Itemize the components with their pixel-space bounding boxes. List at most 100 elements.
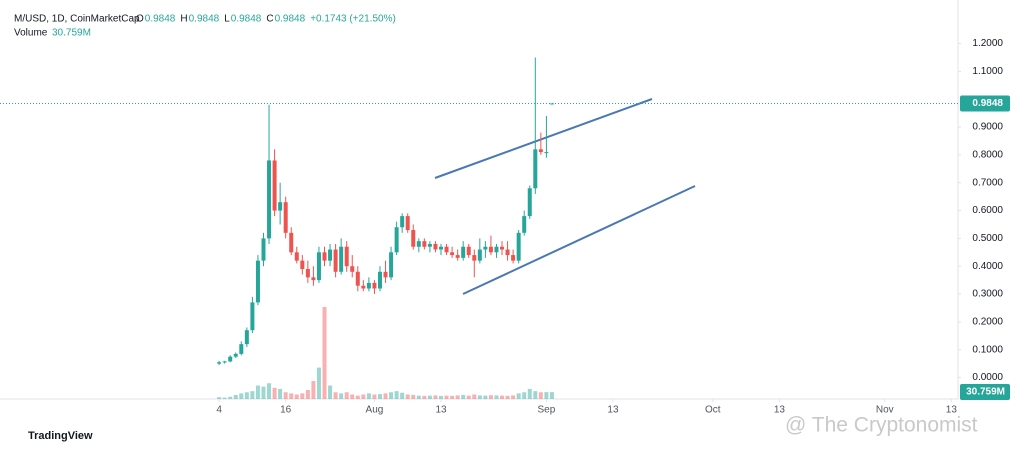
candle-body bbox=[405, 216, 410, 231]
y-tick-label: 0.0000 bbox=[972, 372, 1003, 383]
y-tick-label: 0.8000 bbox=[972, 150, 1003, 161]
volume-bar bbox=[272, 387, 277, 399]
x-tick-label: Sep bbox=[537, 405, 555, 416]
volume-bar bbox=[538, 392, 543, 399]
volume-bar bbox=[322, 307, 327, 399]
y-tick-label: 0.4000 bbox=[972, 261, 1003, 272]
y-tick-label: 0.9000 bbox=[972, 122, 1003, 133]
volume-label-box bbox=[960, 384, 1010, 400]
candle-body bbox=[272, 160, 277, 211]
volume-bar bbox=[433, 395, 438, 399]
candle-body bbox=[333, 249, 338, 272]
branding: TradingView bbox=[28, 430, 93, 442]
volume-bar bbox=[300, 393, 305, 399]
x-tick-label: 4 bbox=[216, 405, 222, 416]
volume-bar bbox=[283, 392, 288, 399]
volume-bar bbox=[366, 393, 371, 399]
x-tick-label: 13 bbox=[946, 405, 958, 416]
y-tick-label: 0.7000 bbox=[972, 177, 1003, 188]
volume-bar bbox=[400, 392, 405, 399]
volume-bar bbox=[477, 395, 482, 399]
x-tick-label: Oct bbox=[705, 405, 721, 416]
y-tick-label: 1.1000 bbox=[972, 66, 1003, 77]
volume-bar bbox=[289, 393, 294, 399]
x-tick-label: Nov bbox=[876, 405, 894, 416]
volume-bar bbox=[488, 395, 493, 399]
volume-bar bbox=[377, 394, 382, 399]
symbol-title: M/USD, 1D, CoinMarketCap bbox=[14, 14, 140, 25]
candle-body bbox=[322, 252, 327, 261]
x-tick-label: 16 bbox=[280, 405, 292, 416]
price-label-box bbox=[960, 95, 1010, 112]
candle-body bbox=[549, 103, 554, 105]
volume-bar bbox=[527, 388, 532, 399]
candle-body bbox=[377, 271, 382, 289]
candle-body bbox=[305, 268, 310, 278]
candle-body bbox=[505, 249, 510, 256]
volume-bar bbox=[278, 388, 283, 399]
candle-body bbox=[411, 230, 416, 247]
candle-body bbox=[516, 232, 521, 261]
volume-bar bbox=[250, 391, 255, 399]
candle-body bbox=[366, 282, 371, 289]
candle-body bbox=[439, 246, 444, 250]
y-tick-label: 0.3000 bbox=[972, 289, 1003, 300]
candle-body bbox=[328, 249, 333, 261]
candle-body bbox=[433, 243, 438, 250]
candle-body bbox=[355, 271, 360, 286]
candle-body bbox=[500, 246, 505, 250]
volume-bar bbox=[394, 391, 399, 399]
candle-body bbox=[228, 356, 233, 362]
volume-bar bbox=[455, 395, 460, 399]
volume-bar bbox=[522, 392, 527, 399]
candle-body bbox=[533, 149, 538, 189]
volume-bar bbox=[267, 383, 272, 399]
volume-bar bbox=[511, 395, 516, 399]
volume-bar bbox=[255, 385, 260, 399]
volume-bar bbox=[411, 394, 416, 399]
change: +0.1743 (+21.50%) bbox=[310, 14, 396, 25]
volume-bar bbox=[244, 392, 249, 399]
volume-value: 30.759M bbox=[52, 28, 91, 39]
volume-bar bbox=[294, 394, 299, 399]
volume-bar bbox=[549, 392, 554, 399]
candle-body bbox=[361, 285, 366, 289]
y-tick-label: 0.6000 bbox=[972, 205, 1003, 216]
candle-body bbox=[511, 255, 516, 261]
volume-bar bbox=[261, 386, 266, 399]
candle-body bbox=[400, 216, 405, 228]
candle-body bbox=[461, 246, 466, 258]
candle-body bbox=[267, 160, 272, 239]
candle-body bbox=[544, 152, 549, 154]
volume-bar bbox=[350, 394, 355, 399]
volume-bar bbox=[305, 390, 310, 399]
candle-body bbox=[494, 246, 499, 253]
volume-bar bbox=[416, 395, 421, 399]
candle-body bbox=[339, 246, 344, 272]
candle-body bbox=[261, 238, 266, 261]
volume-bar bbox=[383, 393, 388, 399]
candle-body bbox=[278, 202, 283, 211]
candle-body bbox=[255, 260, 260, 303]
volume-title: Volume bbox=[14, 28, 48, 39]
volume-label: 30.759M bbox=[966, 387, 1005, 398]
y-tick-label: 0.2000 bbox=[972, 317, 1003, 328]
candle-body bbox=[466, 246, 471, 256]
x-tick-label: 13 bbox=[435, 405, 447, 416]
y-tick-label: 0.1000 bbox=[972, 344, 1003, 355]
candle-body bbox=[472, 255, 477, 261]
candle-body bbox=[222, 361, 227, 363]
volume-bar bbox=[344, 392, 349, 399]
volume-bar bbox=[544, 392, 549, 399]
ohlc-value: 0.9848 bbox=[145, 14, 176, 25]
candle-body bbox=[416, 241, 421, 247]
candle-body bbox=[444, 246, 449, 253]
volume-bar bbox=[505, 395, 510, 399]
candle-body bbox=[239, 344, 244, 354]
ohlc-letter: C bbox=[266, 14, 273, 25]
candle-body bbox=[422, 241, 427, 247]
volume-bar bbox=[444, 395, 449, 399]
volume-bar bbox=[422, 395, 427, 399]
